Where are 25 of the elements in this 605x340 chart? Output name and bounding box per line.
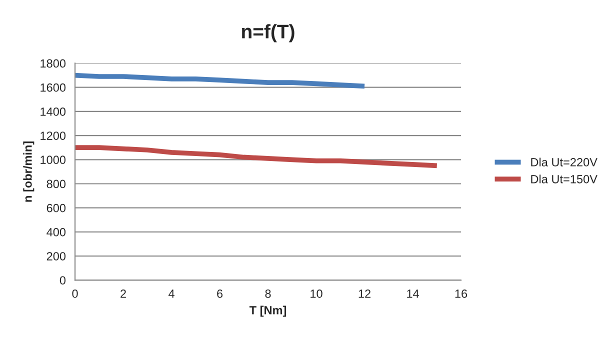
x-tick-label: 6 (217, 290, 223, 298)
x-axis-title: T [Nm] (249, 306, 286, 317)
x-tick-label: 2 (120, 290, 126, 298)
y-tick-label: 1400 (40, 107, 66, 116)
y-tick-label: 1000 (40, 156, 66, 164)
x-tick-label: 16 (455, 290, 468, 298)
legend-label: Dla Ut=150V (531, 174, 598, 184)
legend-label: Dla Ut=220V (531, 158, 598, 166)
y-tick-label: 800 (46, 180, 66, 188)
x-tick-label: 8 (265, 290, 271, 298)
y-tick-label: 1200 (40, 132, 66, 140)
y-tick-label: 1600 (40, 83, 66, 92)
x-tick-label: 12 (358, 290, 370, 298)
chart-title: n=f(T) (242, 24, 294, 42)
y-tick-label: 400 (46, 228, 66, 236)
y-axis-title: n [obr/min] (23, 142, 34, 202)
x-tick-label: 10 (310, 290, 322, 298)
x-tick-label: 0 (72, 290, 78, 298)
y-tick-label: 200 (46, 252, 66, 260)
x-tick-label: 14 (407, 290, 419, 298)
y-tick-label: 600 (46, 204, 66, 212)
x-tick-label: 4 (168, 290, 174, 298)
y-tick-label: 1800 (40, 59, 66, 68)
y-tick-label: 0 (60, 276, 66, 285)
line-series (75, 72, 367, 89)
